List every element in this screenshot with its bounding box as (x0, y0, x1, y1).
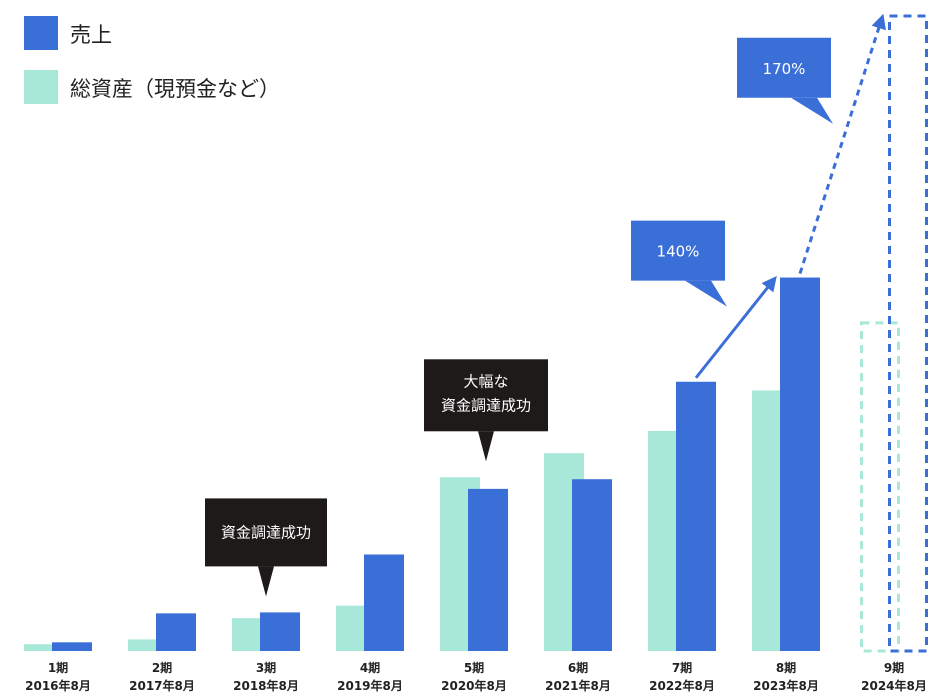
tick-label-date: 2021年8月 (545, 678, 611, 693)
tick-label-period: 1期 (48, 660, 68, 675)
growth-percent: 140% (657, 243, 700, 261)
tick-label-date: 2020年8月 (441, 678, 507, 693)
tick-label-period: 5期 (464, 660, 484, 675)
growth-annotation: 140% (631, 220, 777, 379)
x-axis-ticks: 1期 2016年8月 2期 2017年8月 3期 2018年8月 4期 2019年8月 5期 20… (25, 660, 927, 693)
tick-label-date: 2017年8月 (129, 678, 195, 693)
callout: 資金調達成功 (205, 498, 327, 597)
bar-sales-projected (888, 14, 928, 653)
growth-box (631, 220, 725, 281)
bar-assets (128, 639, 168, 651)
bar-sales (156, 613, 196, 651)
legend: 売上 総資産（現預金など） (24, 16, 280, 104)
tick-label-date: 2023年8月 (753, 678, 819, 693)
growth-box (737, 37, 831, 98)
bar-assets (24, 644, 64, 651)
growth-box-pointer (685, 280, 727, 307)
bar-sales (52, 642, 92, 651)
tick-label-period: 7期 (672, 660, 692, 675)
bars (24, 14, 928, 653)
growth-arrow (798, 13, 886, 274)
bar-sales (364, 554, 404, 651)
tick-label-period: 2期 (152, 660, 172, 675)
tick-label-period: 6期 (568, 660, 588, 675)
callout-pointer (478, 431, 494, 462)
tick-label-date: 2024年8月 (861, 678, 927, 693)
legend-swatch-assets (24, 70, 58, 104)
tick-label-date: 2016年8月 (25, 678, 91, 693)
growth-percent: 170% (763, 60, 806, 78)
tick-label-date: 2018年8月 (233, 678, 299, 693)
callout-text: 資金調達成功 (441, 396, 531, 414)
bar-sales (468, 488, 508, 651)
tick-label-date: 2019年8月 (337, 678, 403, 693)
legend-label-assets: 総資産（現預金など） (70, 77, 280, 101)
growth-arrow (694, 276, 777, 379)
growth-box-pointer (791, 97, 833, 124)
tick-label-date: 2022年8月 (649, 678, 715, 693)
bar-sales (780, 277, 820, 651)
callout-box (424, 359, 548, 432)
growth-annotations: 140% 170% (631, 13, 886, 379)
growth-annotation: 170% (737, 13, 886, 274)
callout-text: 大幅な (463, 372, 508, 390)
tick-label-period: 8期 (776, 660, 796, 675)
callout-text: 資金調達成功 (221, 523, 311, 541)
bar-sales (572, 479, 612, 651)
callout-pointer (258, 566, 274, 597)
bar-sales (260, 612, 300, 651)
tick-label-period: 3期 (256, 660, 276, 675)
bar-assets-projected (860, 321, 900, 653)
tick-label-period: 4期 (360, 660, 380, 675)
tick-label-period: 9期 (884, 660, 904, 675)
bar-sales (676, 381, 716, 651)
legend-label-sales: 売上 (70, 23, 112, 47)
callout-box (205, 498, 327, 567)
legend-swatch-sales (24, 16, 58, 50)
